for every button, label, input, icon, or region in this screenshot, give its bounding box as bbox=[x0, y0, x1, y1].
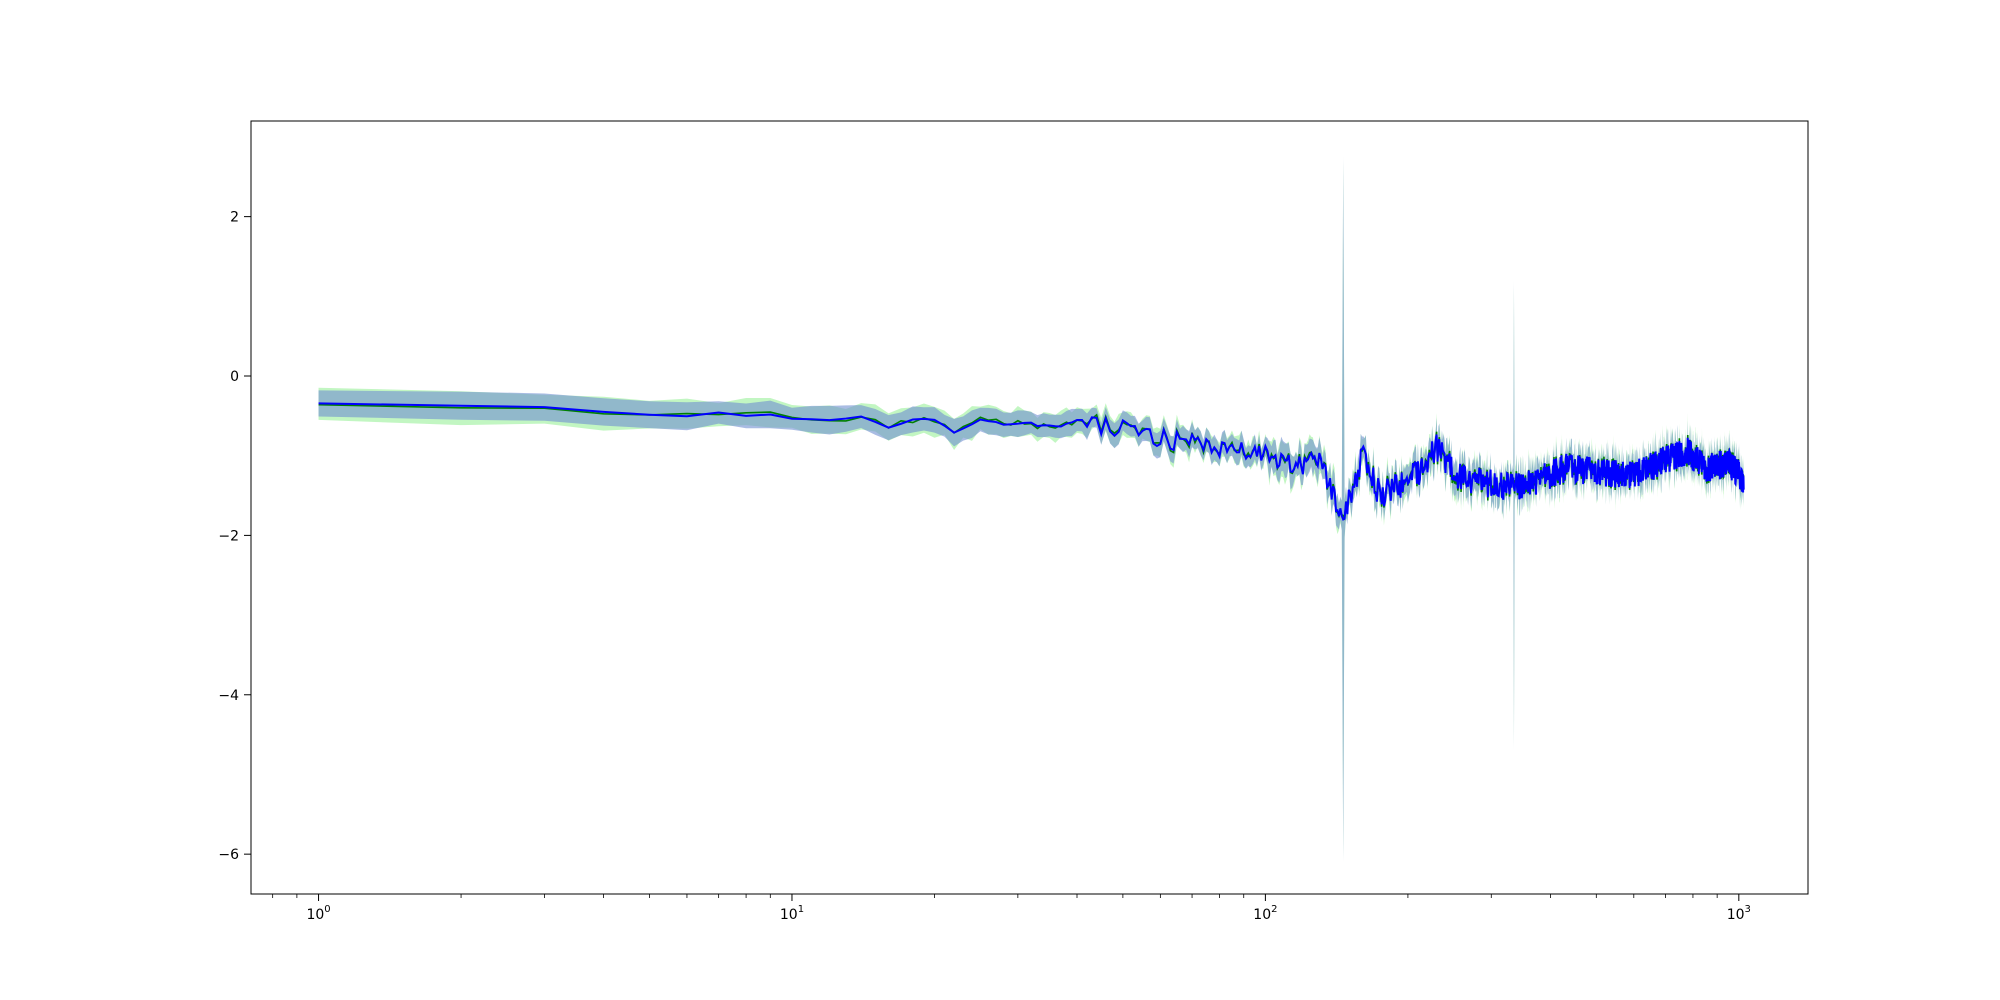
y-tick-label: −2 bbox=[218, 528, 239, 544]
y-tick-label: −6 bbox=[218, 847, 239, 863]
y-tick-label: 0 bbox=[230, 369, 239, 385]
x-axis: 100 101 102 103 bbox=[272, 894, 1751, 923]
x-tick-label: 100 bbox=[306, 904, 330, 923]
axes-frame bbox=[250, 120, 1809, 895]
y-tick-label: −4 bbox=[218, 688, 239, 704]
y-axis: 2 0 −2 −4 −6 bbox=[218, 210, 251, 863]
x-tick-label: 101 bbox=[780, 904, 804, 923]
x-tick-label: 102 bbox=[1253, 904, 1277, 923]
plot-area bbox=[318, 156, 1745, 863]
blue-series-line bbox=[318, 402, 1745, 521]
x-tick-label: 103 bbox=[1727, 904, 1751, 923]
y-tick-label: 2 bbox=[230, 210, 239, 226]
